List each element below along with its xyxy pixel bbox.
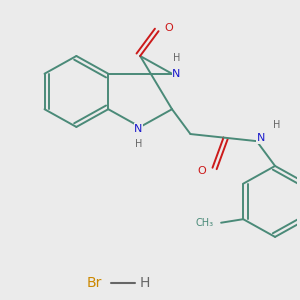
Text: N: N [257,133,265,143]
Text: N: N [134,124,142,134]
Text: H: H [173,53,180,63]
Text: O: O [197,166,206,176]
Text: N: N [172,69,181,79]
Text: CH₃: CH₃ [196,218,214,228]
Text: Br: Br [87,276,103,290]
Text: H: H [273,120,280,130]
Text: O: O [164,22,173,33]
Text: H: H [135,139,142,149]
Text: H: H [139,276,150,290]
